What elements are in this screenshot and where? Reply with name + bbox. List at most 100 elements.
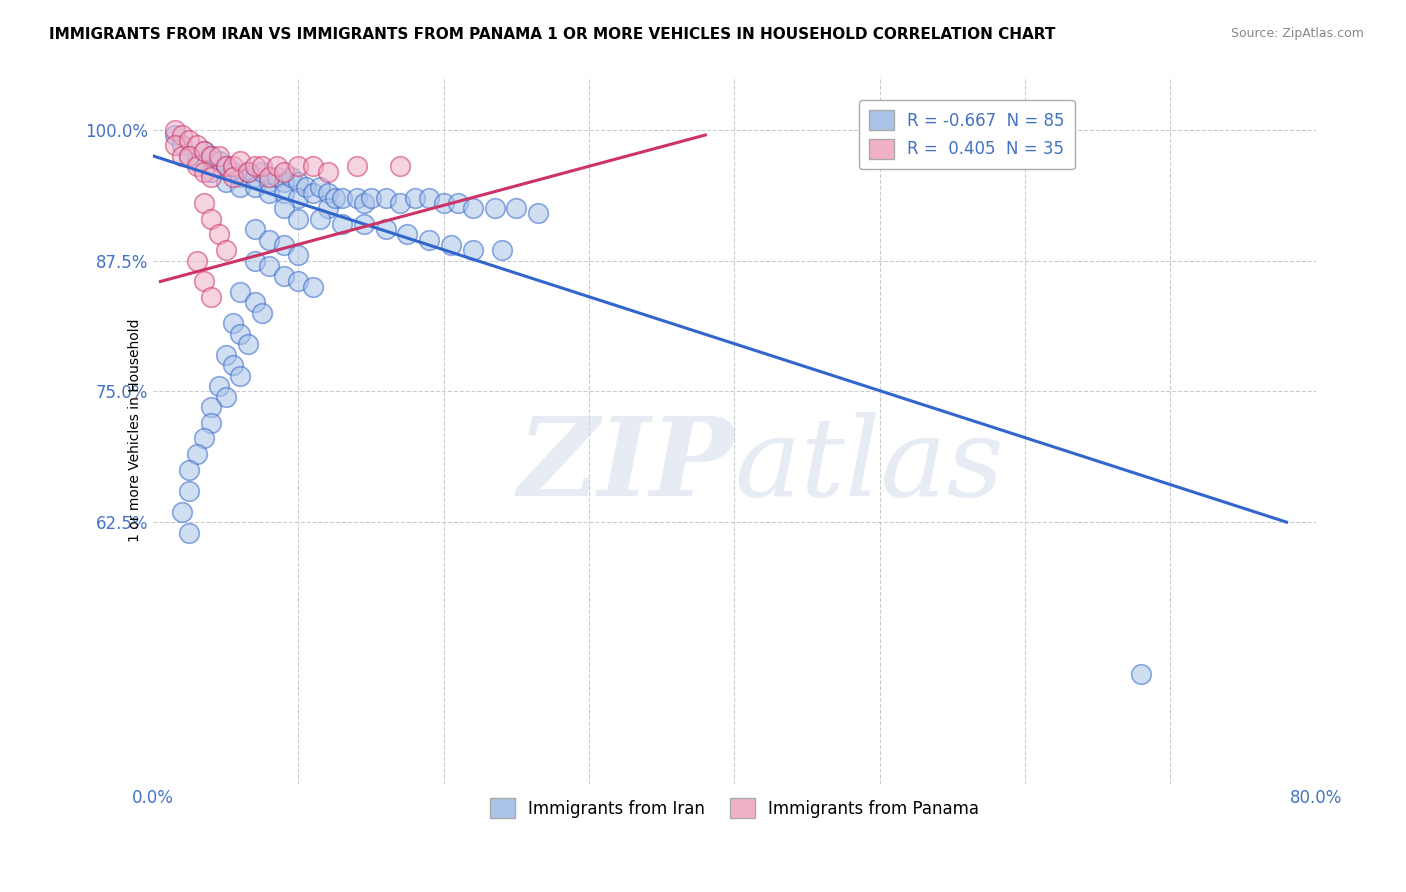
Point [287, 160, 309, 174]
Point [360, 191, 382, 205]
Point [200, 149, 222, 163]
Point [236, 337, 259, 351]
Point [353, 217, 375, 231]
Point [346, 160, 368, 174]
Point [491, 243, 513, 257]
Point [280, 169, 302, 184]
Point [294, 180, 316, 194]
Point [163, 128, 186, 142]
Point [186, 138, 208, 153]
Point [243, 160, 266, 174]
Point [316, 201, 339, 215]
Point [418, 233, 440, 247]
Point [287, 275, 309, 289]
Point [1130, 666, 1153, 681]
Point [215, 243, 238, 257]
Point [186, 160, 208, 174]
Point [186, 253, 208, 268]
Point [172, 149, 194, 163]
Point [259, 175, 281, 189]
Text: IMMIGRANTS FROM IRAN VS IMMIGRANTS FROM PANAMA 1 OR MORE VEHICLES IN HOUSEHOLD C: IMMIGRANTS FROM IRAN VS IMMIGRANTS FROM … [49, 27, 1056, 42]
Point [193, 164, 215, 178]
Point [440, 238, 463, 252]
Point [229, 368, 252, 383]
Point [374, 222, 396, 236]
Point [172, 505, 194, 519]
Point [200, 211, 222, 226]
Point [172, 128, 194, 142]
Point [418, 191, 440, 205]
Point [179, 133, 201, 147]
Point [193, 144, 215, 158]
Point [200, 149, 222, 163]
Point [243, 295, 266, 310]
Point [287, 175, 309, 189]
Point [330, 191, 353, 205]
Point [461, 201, 484, 215]
Text: atlas: atlas [734, 412, 1004, 520]
Legend: Immigrants from Iran, Immigrants from Panama: Immigrants from Iran, Immigrants from Pa… [482, 791, 986, 825]
Point [259, 186, 281, 200]
Point [236, 164, 259, 178]
Point [250, 164, 273, 178]
Point [172, 138, 194, 153]
Point [302, 160, 325, 174]
Point [215, 390, 238, 404]
Point [302, 186, 325, 200]
Point [243, 169, 266, 184]
Point [389, 196, 412, 211]
Point [273, 269, 295, 284]
Point [461, 243, 484, 257]
Point [229, 326, 252, 341]
Point [505, 201, 527, 215]
Point [222, 358, 245, 372]
Point [215, 348, 238, 362]
Y-axis label: 1 or more Vehicles in Household: 1 or more Vehicles in Household [128, 318, 142, 542]
Point [229, 285, 252, 299]
Point [323, 191, 346, 205]
Point [207, 379, 229, 393]
Point [229, 154, 252, 169]
Point [389, 160, 412, 174]
Point [273, 164, 295, 178]
Point [346, 191, 368, 205]
Point [163, 122, 186, 136]
Point [229, 180, 252, 194]
Point [447, 196, 470, 211]
Point [273, 238, 295, 252]
Point [250, 306, 273, 320]
Point [259, 259, 281, 273]
Point [179, 463, 201, 477]
Point [222, 316, 245, 330]
Point [273, 186, 295, 200]
Point [259, 233, 281, 247]
Point [266, 169, 288, 184]
Point [273, 201, 295, 215]
Point [374, 191, 396, 205]
Point [193, 144, 215, 158]
Point [236, 164, 259, 178]
Point [200, 164, 222, 178]
Point [404, 191, 426, 205]
Point [302, 279, 325, 293]
Point [316, 186, 339, 200]
Point [222, 164, 245, 178]
Point [287, 191, 309, 205]
Point [179, 149, 201, 163]
Point [215, 175, 238, 189]
Point [287, 248, 309, 262]
Point [484, 201, 506, 215]
Point [309, 211, 332, 226]
Point [527, 206, 550, 220]
Point [287, 211, 309, 226]
Text: ZIP: ZIP [517, 412, 734, 520]
Point [193, 275, 215, 289]
Point [433, 196, 456, 211]
Point [222, 169, 245, 184]
Point [200, 400, 222, 414]
Point [200, 290, 222, 304]
Point [243, 222, 266, 236]
Point [193, 196, 215, 211]
Point [163, 138, 186, 153]
Point [266, 160, 288, 174]
